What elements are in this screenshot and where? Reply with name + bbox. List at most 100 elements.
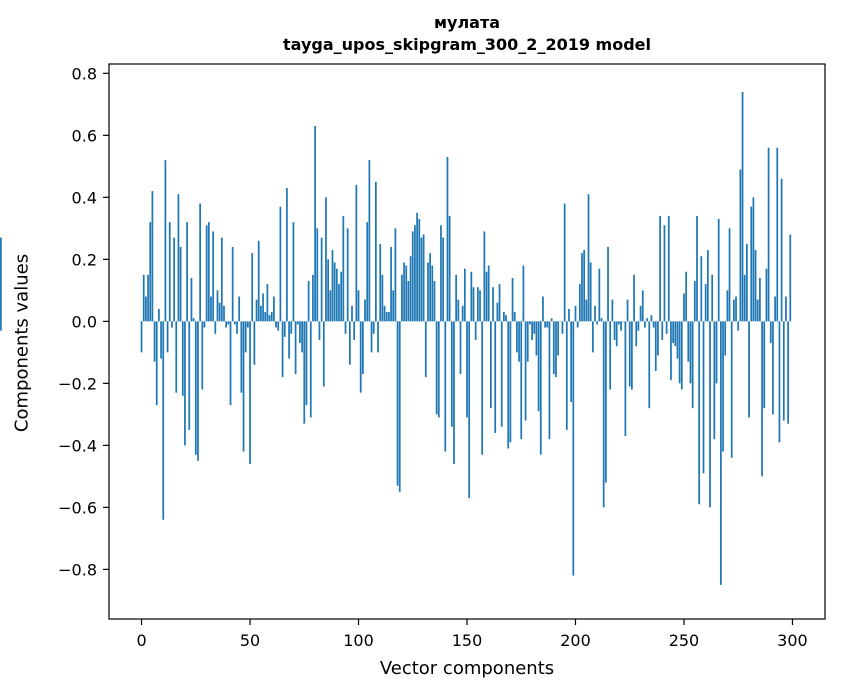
bar xyxy=(743,274,746,322)
bar xyxy=(676,321,679,359)
bar xyxy=(641,290,644,322)
x-axis-label: Vector components xyxy=(379,658,555,679)
bar xyxy=(364,299,366,322)
bar xyxy=(253,321,256,365)
bar xyxy=(420,237,423,322)
bar xyxy=(678,321,681,384)
bar xyxy=(299,321,301,344)
bar xyxy=(166,321,169,353)
bar xyxy=(305,321,308,406)
bar xyxy=(411,231,414,322)
bar xyxy=(581,253,583,322)
bar xyxy=(244,321,247,353)
x-tick-label: 250 xyxy=(669,631,700,650)
bar xyxy=(570,321,573,402)
bar xyxy=(437,321,440,418)
bar xyxy=(227,321,230,325)
bar xyxy=(635,321,638,347)
bar xyxy=(316,228,319,322)
bar xyxy=(711,274,714,322)
bar xyxy=(359,321,362,393)
bar xyxy=(140,321,143,353)
bar xyxy=(251,253,254,322)
bar xyxy=(210,296,212,322)
bar xyxy=(550,318,553,322)
y-tick-label: 0.6 xyxy=(72,126,97,145)
bar xyxy=(672,321,674,344)
y-tick-label: 0.2 xyxy=(72,250,97,269)
bar xyxy=(463,268,466,322)
bar xyxy=(266,284,269,322)
bar xyxy=(496,302,499,322)
bar xyxy=(739,169,742,322)
bar xyxy=(288,321,290,359)
bar xyxy=(741,91,744,322)
bar xyxy=(0,321,2,331)
bar xyxy=(631,321,633,390)
bar xyxy=(355,184,358,322)
bar xyxy=(639,305,642,322)
bar xyxy=(160,321,162,359)
bar xyxy=(628,321,631,387)
bar xyxy=(184,321,186,446)
bar xyxy=(583,250,586,322)
bar xyxy=(286,188,288,322)
bar xyxy=(186,222,188,322)
bar xyxy=(262,293,264,322)
bar xyxy=(518,321,520,362)
bar xyxy=(340,271,343,322)
y-axis-label: Components values xyxy=(11,253,33,433)
bar xyxy=(737,321,740,331)
bar xyxy=(637,321,640,331)
bar xyxy=(418,219,421,322)
bar xyxy=(724,321,727,356)
bar xyxy=(403,262,405,322)
bar xyxy=(173,237,175,322)
bar xyxy=(492,287,494,322)
bar xyxy=(663,225,666,322)
bar xyxy=(149,222,152,322)
bar xyxy=(466,321,468,418)
chart-subtitle: tayga_upos_skipgram_300_2_2019 model xyxy=(283,35,651,54)
bar xyxy=(142,274,145,322)
bar xyxy=(459,321,462,375)
bar xyxy=(565,321,568,430)
bar xyxy=(320,237,323,322)
bar xyxy=(440,225,442,322)
bar xyxy=(702,321,705,474)
bar xyxy=(375,181,377,322)
bar xyxy=(205,225,208,322)
bar xyxy=(398,321,401,492)
bar xyxy=(318,321,321,340)
bar xyxy=(552,321,555,375)
bar xyxy=(405,265,408,322)
bar xyxy=(698,321,701,505)
bar xyxy=(388,312,390,322)
bar xyxy=(765,268,768,322)
bar xyxy=(446,157,449,322)
bar xyxy=(346,228,349,322)
bar xyxy=(283,321,286,337)
bar xyxy=(789,234,792,322)
bar xyxy=(277,321,280,331)
bar xyxy=(520,321,523,440)
bar xyxy=(537,321,540,412)
bar xyxy=(249,321,251,464)
bar xyxy=(479,290,481,322)
bar xyxy=(650,315,653,322)
x-tick-label: 50 xyxy=(240,631,260,650)
chart-title: мулата xyxy=(433,13,501,32)
bar xyxy=(474,321,477,340)
bar xyxy=(709,321,711,508)
bar xyxy=(683,293,685,322)
bar xyxy=(268,315,271,322)
bar xyxy=(613,321,616,340)
bar xyxy=(188,321,191,430)
bar xyxy=(752,197,755,322)
bar xyxy=(342,215,345,322)
bar xyxy=(231,246,234,322)
bar xyxy=(233,321,236,325)
bar xyxy=(229,321,232,406)
bar xyxy=(257,240,260,322)
bar xyxy=(715,321,718,384)
